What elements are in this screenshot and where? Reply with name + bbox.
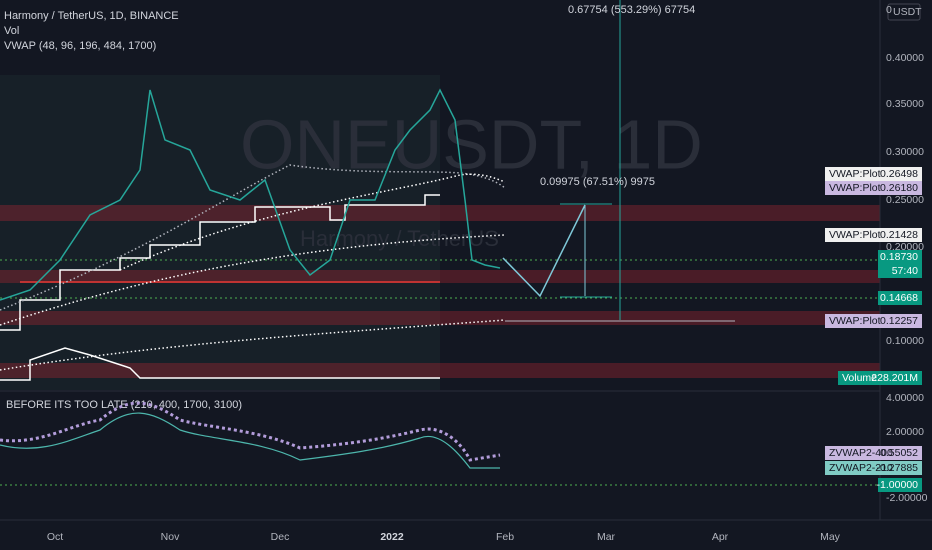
zone xyxy=(0,363,880,378)
vwap-curve xyxy=(0,234,506,326)
time-label: Nov xyxy=(161,531,180,543)
price-axis: 0 0.40000 0.35000 0.30000 0.25000 0.20000 0.10… xyxy=(886,4,928,504)
time-label: 2022 xyxy=(380,531,404,543)
indicator-label: -2.00000 xyxy=(886,492,928,504)
badge xyxy=(878,291,922,305)
badge xyxy=(825,228,922,242)
badge-value: 0.26180 xyxy=(880,182,918,194)
badge xyxy=(878,250,922,278)
badge xyxy=(825,446,922,460)
price-label: 0.30000 xyxy=(886,146,924,158)
badge xyxy=(825,167,922,181)
time-axis: Oct Nov Dec 2022 Feb Mar Apr May xyxy=(47,531,841,543)
currency: USDT xyxy=(893,6,922,18)
vwap-step xyxy=(0,194,440,331)
price-label: 0 xyxy=(886,4,892,16)
zone xyxy=(0,311,880,325)
indicator-dots xyxy=(0,401,501,462)
time-label: Oct xyxy=(47,531,63,543)
price-label: 0.10000 xyxy=(886,335,924,347)
badge-value: 0.12257 xyxy=(880,315,918,327)
badge-name: Volume xyxy=(842,372,877,384)
indicator-line xyxy=(0,412,500,469)
indicator-legend: BEFORE ITS TOO LATE (210, 400, 1700, 310… xyxy=(6,399,242,411)
badge-value: 0.14668 xyxy=(880,292,918,304)
price-line xyxy=(0,88,501,301)
time-label: May xyxy=(820,531,841,543)
badge-value: -0.27885 xyxy=(877,462,919,474)
time-label: Dec xyxy=(271,531,290,543)
price-label: 0.35000 xyxy=(886,98,924,110)
vol-legend: Vol xyxy=(4,25,19,37)
badge-value: 0.55052 xyxy=(880,447,918,459)
badge-name: VWAP:Plot xyxy=(829,315,881,327)
time-label: Apr xyxy=(712,531,729,543)
time-label: Feb xyxy=(496,531,514,543)
watermark-ticker: ONEUSDT, 1D xyxy=(240,105,703,183)
badge xyxy=(825,461,922,475)
badge xyxy=(878,478,922,492)
badge-value: 0.18730 xyxy=(880,251,918,263)
price-label: 0.20000 xyxy=(886,241,924,253)
vwap-legend: VWAP (48, 96, 196, 484, 1700) xyxy=(4,40,156,52)
badge-name: ZVWAP2-210 xyxy=(829,462,893,474)
symbol: Harmony / TetherUS, 1D, BINANCE xyxy=(4,10,179,22)
range-highlight xyxy=(0,75,440,390)
zone xyxy=(0,205,880,221)
indicator-label: 2.00000 xyxy=(886,426,924,438)
projection-arrow xyxy=(502,204,586,298)
time-label: Mar xyxy=(597,531,616,543)
currency-box[interactable] xyxy=(887,3,921,21)
badge-name: VWAP:Plot xyxy=(829,168,881,180)
level-lines xyxy=(0,259,880,486)
badge-name: VWAP:Plot xyxy=(829,229,881,241)
badge-value: 0.26498 xyxy=(880,168,918,180)
price-label: 0.40000 xyxy=(886,52,924,64)
badge-value: -1.00000 xyxy=(877,479,919,491)
short-measure: 0.09975 (67.51%) 9975 xyxy=(540,176,655,188)
vwap-step-low xyxy=(0,347,440,381)
badge xyxy=(838,371,922,385)
watermark-name: Harmony / TetherUS xyxy=(300,226,499,251)
badge-value: 228.201M xyxy=(871,372,918,384)
indicator-label: 4.00000 xyxy=(886,392,924,404)
badge xyxy=(825,181,922,195)
long-measure: 0.67754 (553.29%) 67754 xyxy=(568,4,695,16)
badge-countdown: 57:40 xyxy=(892,265,918,277)
badge-name: VWAP:Plot xyxy=(829,182,881,194)
zone xyxy=(0,270,880,283)
badge-name: ZVWAP2-400 xyxy=(829,447,893,459)
badge-value: 0.21428 xyxy=(880,229,918,241)
badge xyxy=(825,314,922,328)
price-label: 0.25000 xyxy=(886,194,924,206)
vwap-curves xyxy=(0,164,506,371)
